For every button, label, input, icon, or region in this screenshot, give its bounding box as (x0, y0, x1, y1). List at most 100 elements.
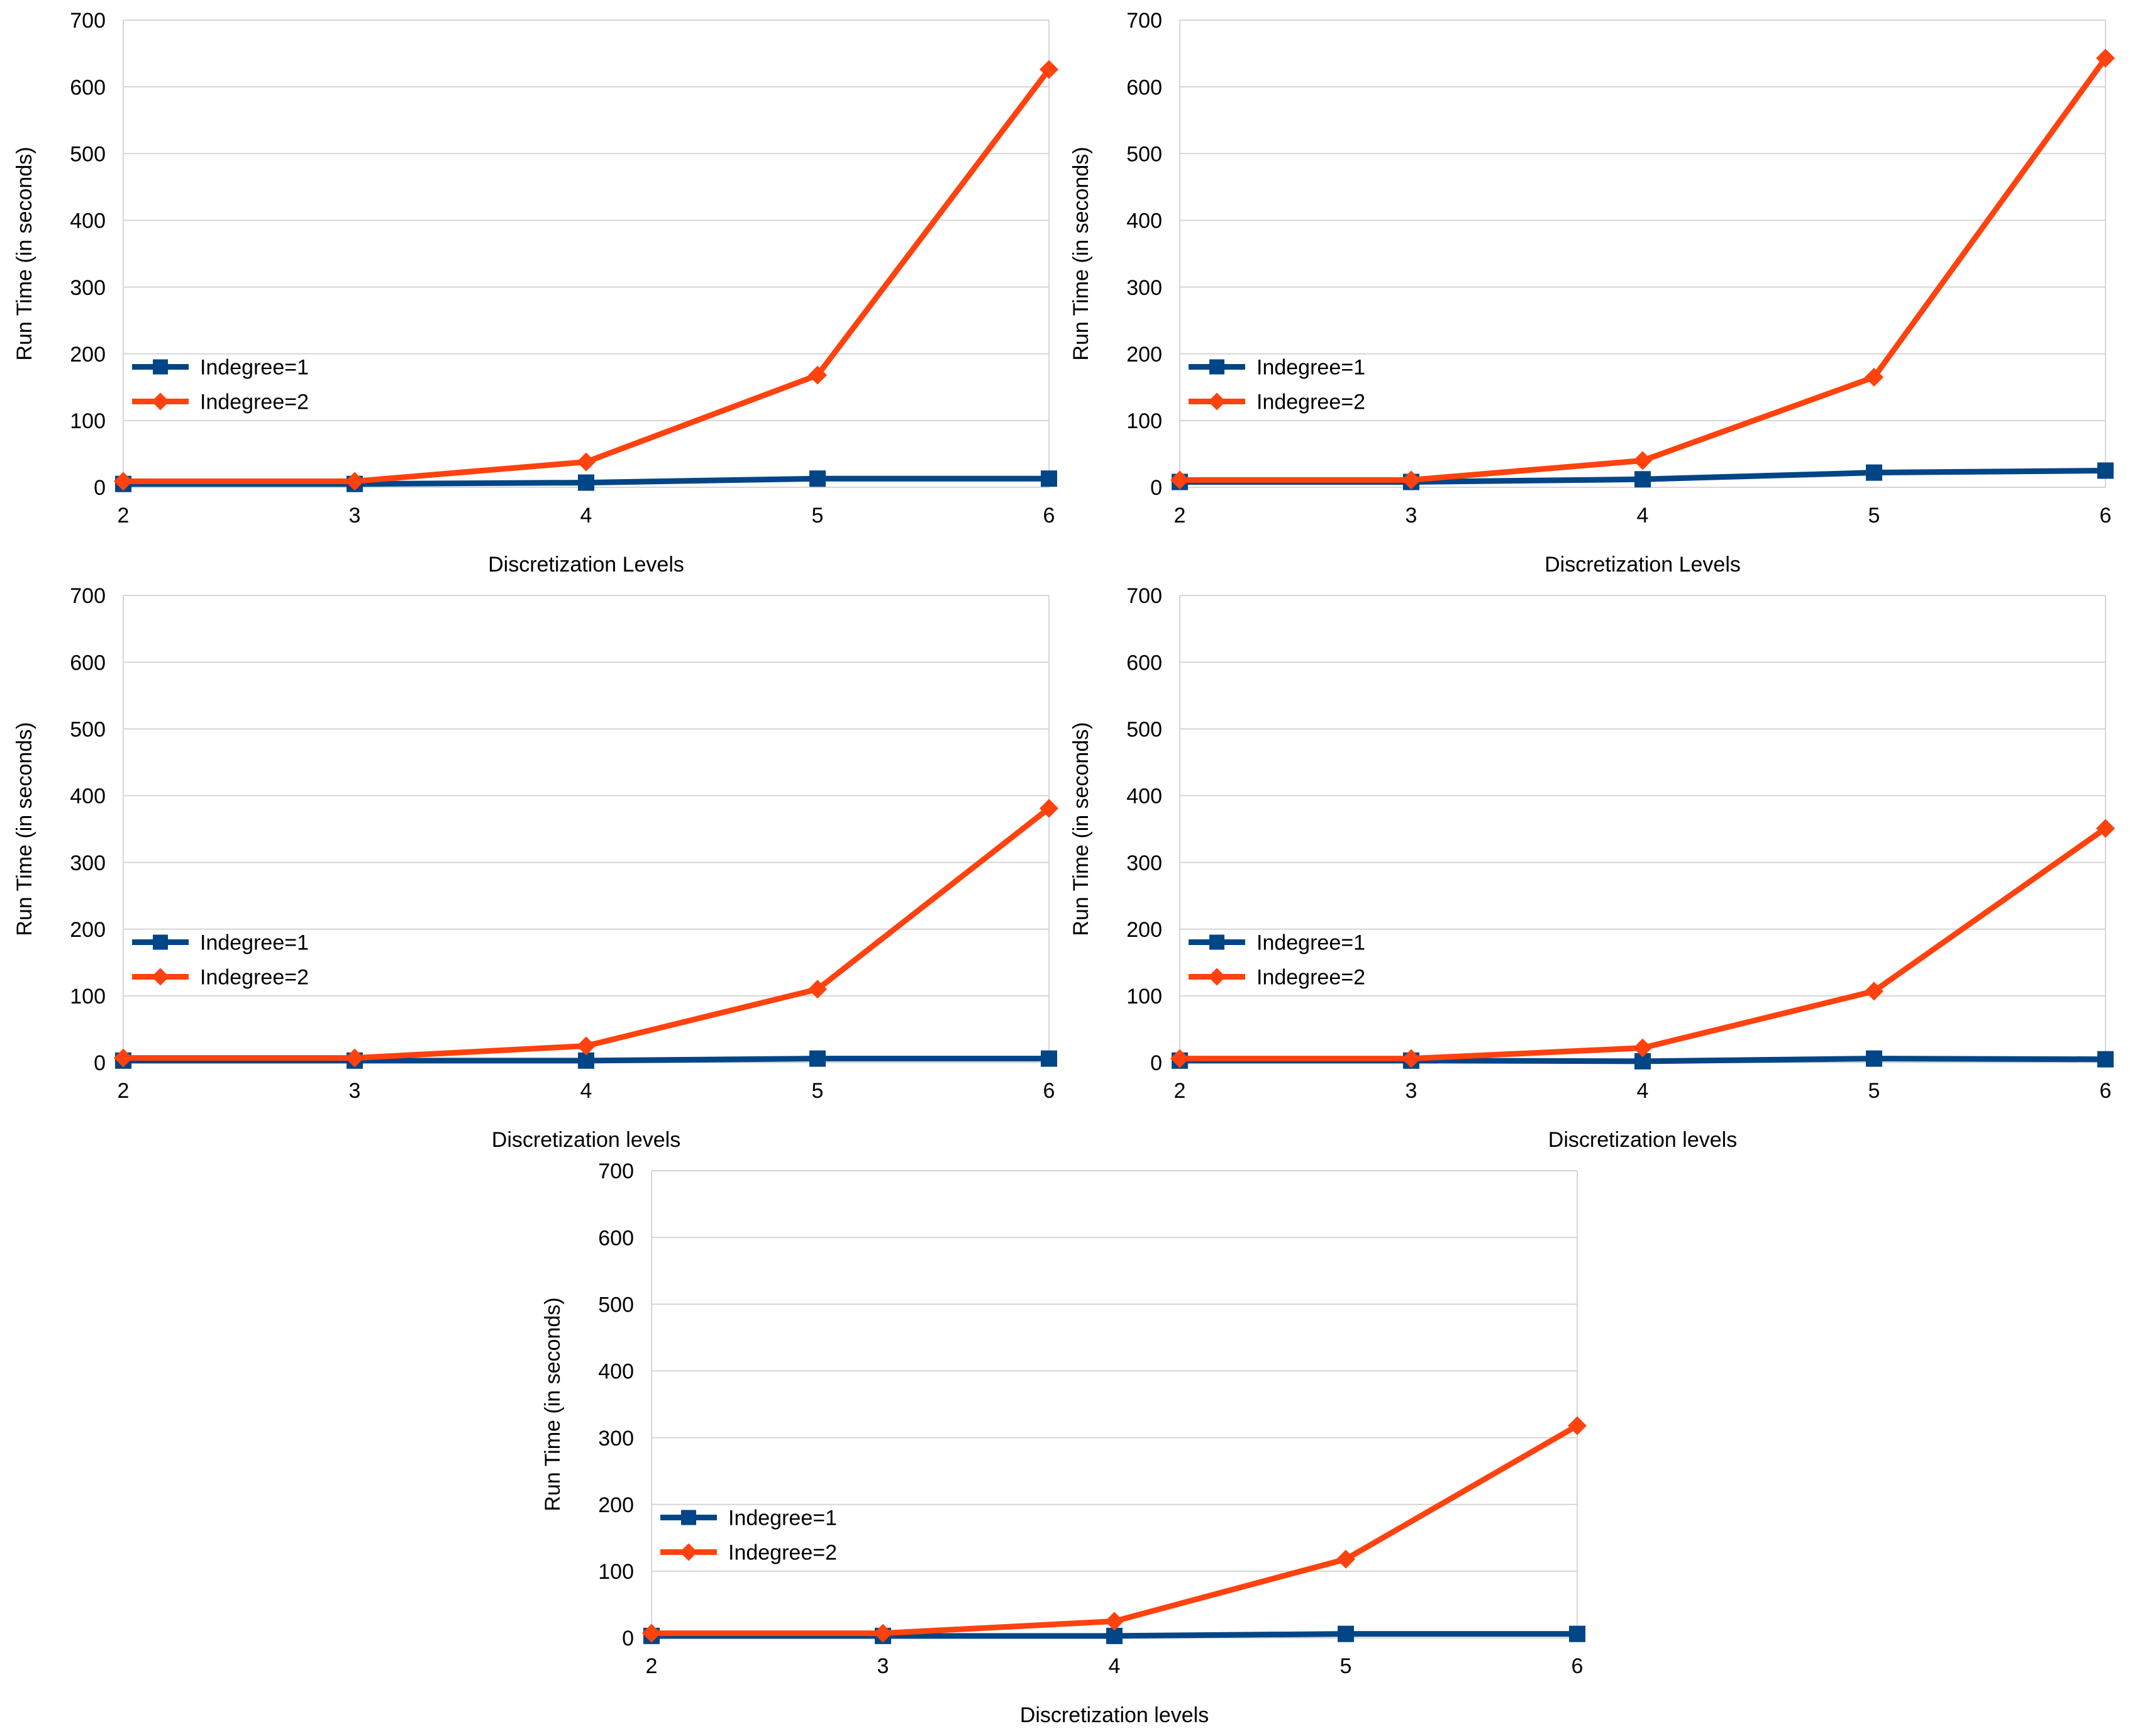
y-tick-label: 300 (70, 276, 106, 300)
x-tick-label: 6 (2100, 1079, 2112, 1103)
data-point-diamond (642, 1623, 661, 1643)
data-point-square (809, 1050, 826, 1067)
data-point-diamond (1170, 1049, 1189, 1068)
y-tick-label: 0 (622, 1627, 634, 1650)
data-point-diamond (114, 1048, 133, 1068)
data-point-diamond (1040, 60, 1058, 79)
y-tick-label: 700 (1126, 9, 1162, 33)
data-point-diamond (1568, 1416, 1587, 1435)
y-tick-label: 700 (598, 1159, 634, 1183)
data-point-diamond (1633, 1038, 1652, 1058)
y-tick-label: 500 (1126, 718, 1162, 742)
legend-item: Indegree=2 (660, 1541, 837, 1565)
data-point-square (1866, 1050, 1882, 1067)
legend-swatch-square (1209, 359, 1224, 375)
gridlines (651, 1170, 1578, 1639)
x-tick-label: 5 (1340, 1654, 1352, 1678)
x-tick-label: 5 (812, 504, 824, 528)
legend-item: Indegree=1 (660, 1507, 837, 1530)
x-tick-label: 4 (1109, 1654, 1121, 1678)
x-axis-label: Discretization Levels (1545, 553, 1741, 575)
data-point-diamond (808, 365, 827, 385)
legend-item: Indegree=2 (132, 390, 309, 414)
x-tick-label: 5 (1868, 1079, 1880, 1103)
data-point-square (2097, 462, 2114, 479)
legend: Indegree=1 Indegree=2 (1189, 931, 1365, 990)
y-tick-label: 300 (1126, 851, 1162, 875)
y-tick-label: 200 (70, 343, 106, 367)
y-tick-label: 0 (94, 476, 106, 500)
legend-item: Indegree=1 (1189, 931, 1365, 955)
y-tick-label: 400 (598, 1360, 634, 1384)
y-tick-label: 100 (598, 1560, 634, 1584)
legend-swatch-diamond (152, 968, 169, 986)
gridlines (1179, 595, 2106, 1063)
legend-swatch-square (681, 1510, 696, 1525)
series-indegree-2 (114, 799, 1058, 1068)
data-point-diamond (2096, 819, 2115, 838)
y-tick-label: 200 (1126, 343, 1162, 367)
x-tick-label: 4 (580, 1079, 592, 1103)
y-tick-label: 300 (70, 851, 106, 875)
x-tick-label: 2 (646, 1654, 658, 1678)
legend-swatch-square (153, 359, 168, 375)
legend-label: Indegree=2 (728, 1541, 837, 1565)
x-tick-label: 4 (1637, 1079, 1649, 1103)
y-tick-label: 700 (1126, 584, 1162, 608)
legend: Indegree=1 Indegree=2 (132, 356, 309, 414)
series-line (120, 67, 1052, 484)
y-tick-label: 100 (1126, 985, 1162, 1009)
y-axis-ticks: 0 100 200 300 400 500 600 700 (1126, 584, 1162, 1075)
data-point-diamond (808, 980, 827, 999)
y-axis-ticks: 0 100 200 300 400 500 600 700 (70, 584, 106, 1075)
series-indegree-2 (1170, 48, 2115, 490)
x-axis-ticks: 2 3 4 5 6 (118, 504, 1055, 528)
data-point-diamond (577, 1036, 596, 1056)
data-point-diamond (345, 1048, 364, 1068)
x-tick-label: 6 (1572, 1654, 1584, 1678)
x-tick-label: 3 (349, 504, 361, 528)
data-point-square (1634, 471, 1651, 488)
legend-item: Indegree=1 (1189, 356, 1365, 380)
legend-item: Indegree=2 (1189, 390, 1365, 414)
y-tick-label: 500 (598, 1293, 634, 1317)
data-point-diamond (1170, 470, 1189, 490)
legend-item: Indegree=2 (132, 966, 309, 990)
x-axis-label: Discretization levels (1020, 1703, 1209, 1727)
data-point-diamond (1633, 451, 1652, 470)
chart-run-time-2: 0 100 200 300 400 500 600 700 2 3 4 5 6 Discretizatio… (1069, 9, 2115, 575)
data-point-diamond (577, 452, 596, 472)
x-tick-label: 4 (1637, 504, 1649, 528)
series-indegree-2 (642, 1416, 1587, 1643)
x-axis-ticks: 2 3 4 5 6 (118, 1079, 1055, 1103)
x-tick-label: 3 (1406, 504, 1417, 528)
data-point-square (2097, 1051, 2114, 1068)
chart-run-time-1: 0 100 200 300 400 500 600 700 2 3 4 5 6 Discretizatio… (13, 9, 1058, 575)
data-point-diamond (1040, 799, 1058, 818)
y-tick-label: 300 (598, 1427, 634, 1451)
legend-swatch-diamond (1208, 392, 1226, 411)
y-tick-label: 600 (70, 75, 106, 99)
y-tick-label: 700 (70, 9, 106, 33)
x-tick-label: 6 (1043, 1079, 1055, 1103)
gridlines (123, 19, 1050, 488)
y-tick-label: 400 (1126, 209, 1162, 233)
legend-label: Indegree=2 (200, 966, 309, 990)
data-point-diamond (114, 472, 133, 491)
chart-run-time-3: 0 100 200 300 400 500 600 700 2 3 4 5 6 Discretizatio… (13, 584, 1058, 1151)
y-axis-label: Run Time (in seconds) (1069, 147, 1093, 360)
x-tick-label: 3 (1406, 1079, 1417, 1103)
legend-label: Indegree=2 (200, 390, 309, 414)
y-axis-label: Run Time (in seconds) (13, 147, 36, 360)
y-axis-label: Run Time (in seconds) (1069, 722, 1093, 936)
legend-label: Indegree=1 (200, 931, 309, 955)
y-tick-label: 100 (1126, 409, 1162, 433)
series-line (1177, 55, 2109, 483)
x-tick-label: 2 (118, 1079, 130, 1103)
y-tick-label: 300 (1126, 276, 1162, 300)
gridlines (1179, 19, 2106, 488)
legend-swatch-square (1209, 934, 1224, 950)
x-tick-label: 3 (877, 1654, 889, 1678)
chart-run-time-4: 0 100 200 300 400 500 600 700 2 3 4 5 6 Discretizatio… (1069, 584, 2115, 1151)
y-tick-label: 500 (70, 718, 106, 742)
